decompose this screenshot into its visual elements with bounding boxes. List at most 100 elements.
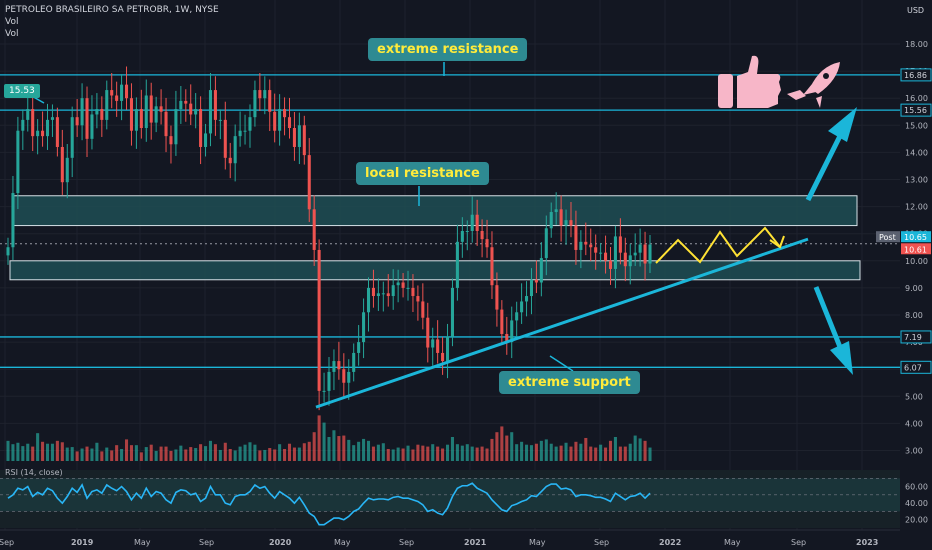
axis-tick: 16.00 <box>905 94 928 103</box>
volume-bar <box>628 443 632 461</box>
volume-bar <box>485 448 489 461</box>
candle <box>628 255 632 267</box>
volume-bar <box>159 446 163 461</box>
time-tick: Sep <box>594 538 609 547</box>
candle <box>253 90 257 118</box>
down-arrow <box>813 286 845 353</box>
volume-bar <box>569 446 573 461</box>
volume-bar <box>608 440 613 461</box>
candle <box>539 258 543 283</box>
price-tag-left: 15.53 <box>4 84 40 98</box>
volume-label-2: Vol <box>5 29 19 39</box>
candle <box>21 119 25 131</box>
volume-bar <box>90 448 94 461</box>
volume-bar <box>613 437 617 461</box>
candle <box>164 111 168 137</box>
volume-bar <box>273 449 277 461</box>
volume-bar <box>317 415 321 461</box>
volume-bar <box>441 448 445 461</box>
zigzag-arrowhead <box>769 235 785 249</box>
volume-bar <box>618 446 622 461</box>
volume-bar <box>515 444 519 461</box>
level-tag <box>900 330 932 344</box>
candle <box>233 136 237 164</box>
candle <box>391 285 395 297</box>
axis-tick: 4.00 <box>905 419 923 428</box>
candle <box>194 109 198 115</box>
candle <box>36 130 40 137</box>
volume-bar <box>223 442 227 461</box>
candle <box>75 117 79 126</box>
candle <box>100 109 104 120</box>
candle <box>307 155 311 210</box>
candle <box>643 244 647 264</box>
level-tag-label: 6.07 <box>904 363 922 372</box>
volume-bar <box>352 445 356 461</box>
volume-bar <box>184 449 188 461</box>
axis-tick: 9.00 <box>905 284 923 293</box>
volume-bar <box>327 437 331 461</box>
candle <box>421 301 425 318</box>
volume-bar <box>199 444 203 461</box>
volume-bar <box>26 443 30 461</box>
rsi-label: RSI (14, close) <box>5 468 63 477</box>
candle <box>332 361 336 372</box>
candle <box>16 130 20 194</box>
candle <box>248 117 252 131</box>
volume-bar <box>426 446 430 461</box>
volume-bar <box>450 437 454 461</box>
volume-bar <box>500 426 504 461</box>
volume-bar <box>307 441 311 461</box>
axis-tick: 14.00 <box>905 148 928 157</box>
candle <box>208 90 213 134</box>
time-tick: May <box>724 538 741 547</box>
volume-bar <box>16 442 20 461</box>
volume-bar <box>60 442 64 461</box>
post-label: Post <box>879 233 896 242</box>
callout-extreme-support: extreme support <box>499 371 640 394</box>
volume-bar <box>544 439 548 461</box>
candle <box>386 293 390 297</box>
candles <box>6 66 652 411</box>
candle <box>139 109 143 129</box>
volume-bar <box>312 432 316 461</box>
volume-bar <box>490 438 494 461</box>
candle <box>159 106 163 112</box>
candle <box>416 296 420 302</box>
volume-bar <box>594 447 598 461</box>
candle <box>480 230 484 240</box>
volume-bar <box>460 445 464 461</box>
volume-bar <box>589 446 593 461</box>
candle <box>223 119 227 158</box>
rocket-window <box>823 73 829 79</box>
candle <box>648 244 652 264</box>
volume-bar <box>381 443 385 461</box>
volume-bar <box>31 446 35 461</box>
candle <box>485 239 489 248</box>
time-tick: May <box>529 538 546 547</box>
volume-bar <box>243 444 247 461</box>
volume-bar <box>510 432 514 461</box>
rsi-pane <box>0 470 900 528</box>
candle <box>337 361 341 370</box>
last-value-tag <box>901 243 931 255</box>
volume-bar <box>164 446 168 461</box>
rsi-line <box>7 482 651 526</box>
candle <box>65 157 69 183</box>
volume-bar <box>371 446 375 461</box>
candle <box>599 252 603 254</box>
level-tag <box>900 103 932 117</box>
candle <box>70 117 74 158</box>
candle <box>500 309 504 334</box>
candle <box>638 244 642 253</box>
candle <box>174 109 178 145</box>
post-value: 10.65 <box>904 233 927 242</box>
volume-bar <box>554 446 558 461</box>
post-tag <box>876 231 900 243</box>
volume-bar <box>169 450 173 461</box>
candle <box>45 119 50 137</box>
time-tick: Sep <box>199 538 214 547</box>
candle <box>268 90 272 112</box>
time-tick: Sep <box>399 538 414 547</box>
